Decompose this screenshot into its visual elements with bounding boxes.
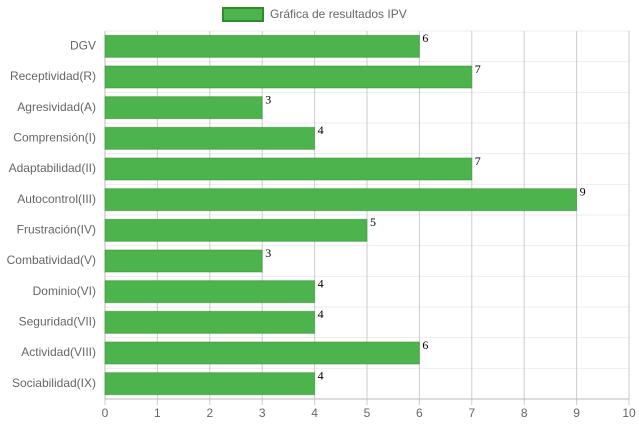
y-tick-label: Dominio(VI): [33, 284, 96, 298]
value-label: 7: [475, 154, 481, 168]
legend-label: Gráfica de resultados IPV: [270, 7, 407, 21]
x-tick-label: 8: [521, 406, 528, 420]
value-label: 4: [318, 123, 324, 137]
x-tick-label: 1: [154, 406, 161, 420]
value-label: 6: [422, 31, 428, 45]
bar: [104, 96, 263, 120]
y-tick-label: Actividad(VIII): [21, 345, 96, 359]
x-tick-label: 9: [573, 406, 580, 420]
y-tick-label: DGV: [70, 39, 96, 53]
value-label: 4: [318, 276, 324, 290]
value-label: 9: [580, 184, 586, 198]
x-tick-label: 4: [311, 406, 318, 420]
y-tick-label: Comprensión(I): [13, 131, 96, 145]
y-tick-label: Adaptabilidad(II): [9, 161, 96, 175]
bar: [104, 372, 316, 396]
y-tick-label: Receptividad(R): [10, 69, 96, 83]
bar: [104, 188, 578, 212]
bar: [104, 310, 316, 334]
legend-swatch: [222, 7, 264, 22]
value-label: 3: [265, 92, 271, 106]
y-tick-label: Seguridad(VII): [19, 315, 96, 329]
x-tick-label: 6: [416, 406, 423, 420]
value-label: 3: [265, 246, 271, 260]
y-tick-label: Agresividad(A): [17, 100, 96, 114]
value-label: 4: [318, 368, 324, 382]
value-label: 5: [370, 215, 376, 229]
value-label: 6: [422, 338, 428, 352]
y-tick-label: Combatividad(V): [7, 253, 96, 267]
bar: [104, 126, 316, 150]
x-tick-label: 5: [364, 406, 371, 420]
value-label: 7: [475, 62, 481, 76]
x-tick-label: 3: [259, 406, 266, 420]
value-label: 4: [318, 307, 324, 321]
bar: [104, 249, 263, 273]
bar: [104, 157, 473, 181]
bar: [104, 341, 420, 365]
bar: [104, 218, 368, 242]
y-tick-label: Sociabilidad(IX): [12, 376, 96, 390]
y-tick-label: Frustración(IV): [17, 223, 96, 237]
bar: [104, 65, 473, 89]
x-tick-label: 10: [622, 406, 636, 420]
x-tick-label: 0: [102, 406, 109, 420]
x-tick-label: 2: [206, 406, 213, 420]
bar: [104, 280, 316, 304]
x-tick-label: 7: [468, 406, 475, 420]
y-tick-label: Autocontrol(III): [17, 192, 96, 206]
bar: [104, 34, 420, 58]
